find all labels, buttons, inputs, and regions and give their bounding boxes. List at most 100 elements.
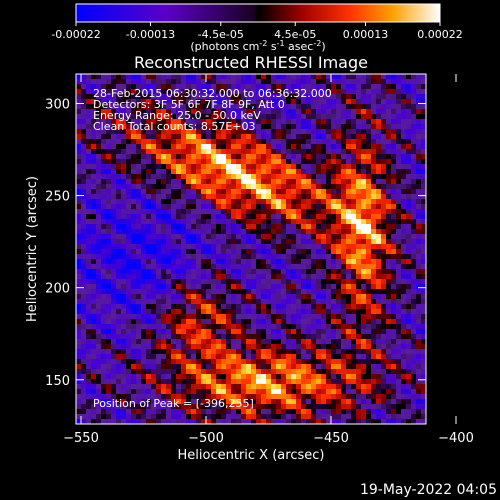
- heatmap-cell: [156, 304, 162, 310]
- heatmap-cell: [326, 164, 332, 170]
- heatmap-cell: [406, 369, 412, 375]
- heatmap-cell: [126, 279, 132, 285]
- heatmap-cell: [106, 334, 112, 340]
- heatmap-cell: [146, 259, 152, 265]
- heatmap-cell: [356, 169, 362, 175]
- heatmap-cell: [171, 264, 177, 270]
- heatmap-cell: [351, 374, 357, 380]
- heatmap-cell: [166, 129, 172, 135]
- heatmap-cell: [386, 249, 392, 255]
- heatmap-cell: [86, 209, 92, 215]
- heatmap-cell: [301, 219, 307, 225]
- heatmap-cell: [271, 164, 277, 170]
- heatmap-cell: [246, 134, 252, 140]
- heatmap-cell: [231, 119, 237, 125]
- heatmap-cell: [221, 169, 227, 175]
- heatmap-cell: [156, 139, 162, 145]
- heatmap-cell: [351, 404, 357, 410]
- heatmap-cell: [156, 269, 162, 275]
- heatmap-cell: [381, 414, 387, 420]
- heatmap-cell: [256, 359, 262, 365]
- heatmap-cell: [311, 399, 317, 405]
- heatmap-cell: [186, 119, 192, 125]
- heatmap-cell: [156, 294, 162, 300]
- heatmap-cell: [111, 109, 117, 115]
- heatmap-cell: [306, 199, 312, 205]
- heatmap-cell: [76, 409, 82, 415]
- heatmap-cell: [271, 359, 277, 365]
- heatmap-cell: [181, 224, 187, 230]
- heatmap-cell: [96, 119, 102, 125]
- heatmap-cell: [346, 339, 352, 345]
- heatmap-cell: [261, 414, 267, 420]
- heatmap-cell: [401, 99, 407, 105]
- heatmap-cell: [286, 224, 292, 230]
- heatmap-cell: [386, 129, 392, 135]
- heatmap-cell: [236, 204, 242, 210]
- heatmap-cell: [141, 209, 147, 215]
- heatmap-cell: [326, 394, 332, 400]
- heatmap-cell: [271, 74, 277, 80]
- heatmap-cell: [126, 119, 132, 125]
- heatmap-cell: [176, 139, 182, 145]
- heatmap-cell: [401, 164, 407, 170]
- heatmap-cell: [356, 189, 362, 195]
- heatmap-cell: [86, 239, 92, 245]
- heatmap-cell: [191, 209, 197, 215]
- heatmap-cell: [136, 114, 142, 120]
- heatmap-cell: [151, 374, 157, 380]
- heatmap-cell: [391, 314, 397, 320]
- heatmap-cell: [261, 234, 267, 240]
- heatmap-cell: [406, 374, 412, 380]
- heatmap-cell: [121, 304, 127, 310]
- heatmap-cell: [261, 299, 267, 305]
- heatmap-cell: [386, 274, 392, 280]
- heatmap-cell: [91, 134, 97, 140]
- heatmap-cell: [291, 214, 297, 220]
- heatmap-cell: [101, 354, 107, 360]
- heatmap-cell: [171, 254, 177, 260]
- heatmap-cell: [181, 419, 187, 424]
- heatmap-cell: [156, 279, 162, 285]
- heatmap-cell: [176, 374, 182, 380]
- heatmap-cell: [236, 334, 242, 340]
- heatmap-cell: [356, 414, 362, 420]
- heatmap-cell: [366, 144, 372, 150]
- heatmap-cell: [391, 174, 397, 180]
- heatmap-cell: [351, 249, 357, 255]
- heatmap-cell: [341, 374, 347, 380]
- heatmap-cell: [101, 289, 107, 295]
- heatmap-cell: [336, 384, 342, 390]
- heatmap-cell: [336, 259, 342, 265]
- heatmap-cell: [146, 199, 152, 205]
- heatmap-cell: [86, 399, 92, 405]
- heatmap-cell: [341, 304, 347, 310]
- heatmap-cell: [186, 154, 192, 160]
- heatmap-cell: [266, 364, 272, 370]
- heatmap-cell: [326, 204, 332, 210]
- heatmap-cell: [246, 284, 252, 290]
- heatmap-cell: [251, 94, 257, 100]
- heatmap-cell: [266, 134, 272, 140]
- heatmap-cell: [266, 224, 272, 230]
- heatmap-cell: [266, 144, 272, 150]
- heatmap-cell: [116, 364, 122, 370]
- heatmap-cell: [201, 194, 207, 200]
- heatmap-cell: [226, 94, 232, 100]
- heatmap-cell: [196, 314, 202, 320]
- heatmap-cell: [111, 259, 117, 265]
- heatmap-cell: [226, 89, 232, 95]
- heatmap-cell: [121, 204, 127, 210]
- heatmap-cell: [221, 314, 227, 320]
- heatmap-cell: [351, 134, 357, 140]
- heatmap-cell: [356, 254, 362, 260]
- heatmap-cell: [401, 104, 407, 110]
- heatmap-cell: [361, 309, 367, 315]
- heatmap-cell: [271, 184, 277, 190]
- heatmap-cell: [281, 344, 287, 350]
- heatmap-cell: [281, 104, 287, 110]
- heatmap-cell: [421, 149, 426, 155]
- heatmap-cell: [201, 289, 207, 295]
- heatmap-cell: [151, 104, 157, 110]
